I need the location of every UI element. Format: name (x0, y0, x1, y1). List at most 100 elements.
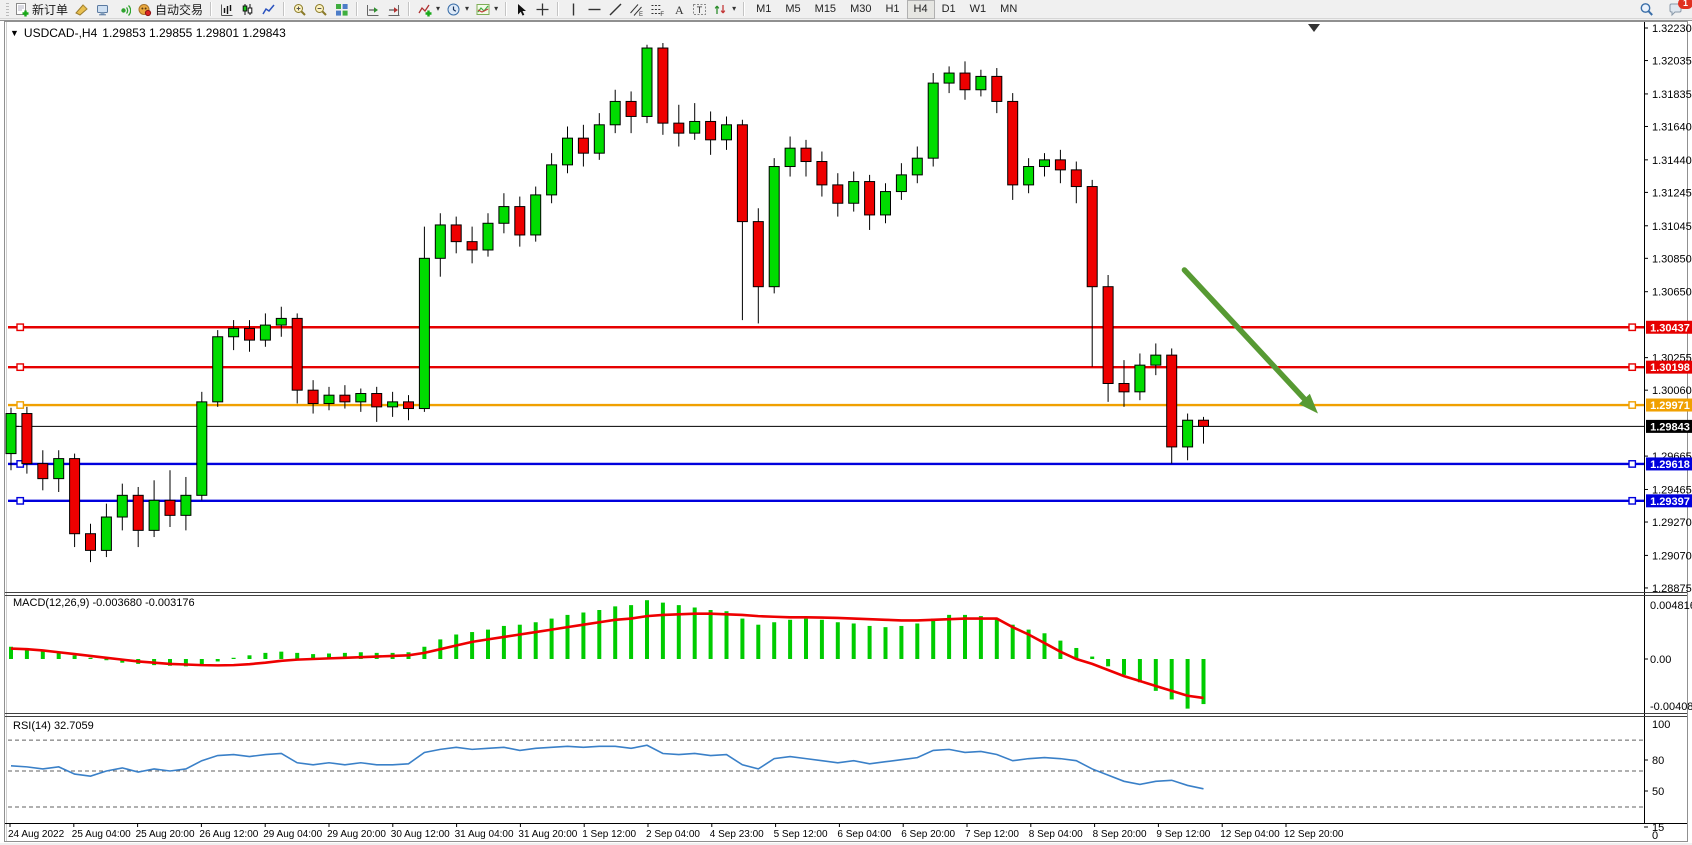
crosshair-icon (535, 2, 550, 17)
chevron-down-icon[interactable]: ▾ (494, 4, 499, 13)
horizontal-line-1.30437[interactable] (8, 323, 1644, 332)
timeframe-button-d1[interactable]: D1 (941, 2, 956, 15)
trendline-button[interactable] (605, 1, 626, 18)
text-label-button[interactable]: T (689, 1, 710, 18)
price-badge: 1.30437 (1646, 320, 1692, 334)
line-handle[interactable] (16, 363, 25, 372)
autotrade-button[interactable]: 自动交易 (134, 1, 206, 18)
auto-scroll-button[interactable] (362, 1, 383, 18)
candle-body (339, 394, 351, 403)
chevron-down-icon[interactable]: ▾ (732, 4, 737, 13)
chart-shift-marker-icon[interactable] (1308, 24, 1320, 32)
candle-body (959, 72, 971, 91)
time-tick-label: 24 Aug 2022 (8, 829, 65, 840)
candle-body (546, 164, 558, 196)
horizontal-line-1.29971[interactable] (8, 401, 1644, 409)
price-tick-label: 1.29270 (1652, 517, 1692, 529)
zoom-in-button[interactable] (289, 1, 310, 18)
chevron-down-icon[interactable]: ▾ (436, 4, 441, 13)
chart-shift-button[interactable] (383, 1, 404, 18)
time-tick-label: 8 Sep 20:00 (1093, 829, 1147, 840)
time-tick-label: 6 Sep 20:00 (901, 829, 955, 840)
line-handle[interactable] (1628, 460, 1637, 468)
chart-menu-triangle-icon[interactable]: ▼ (10, 28, 19, 38)
candle-body (641, 47, 653, 117)
templates-button[interactable]: ▾ (472, 1, 501, 18)
candle-body (450, 224, 462, 243)
time-tick-label: 8 Sep 04:00 (1029, 829, 1083, 840)
equidistant-channel-button[interactable]: E (626, 1, 647, 18)
candle-body (784, 147, 796, 168)
chart-symbol-period: USDCAD-,H4 (23, 26, 98, 40)
trend-arrow-annotation[interactable] (1181, 267, 1318, 414)
new-order-button[interactable]: 新订单 (11, 1, 71, 18)
candle-body (275, 317, 287, 326)
timeframe-button-w1[interactable]: W1 (969, 2, 987, 15)
bar-chart-button[interactable] (216, 1, 237, 18)
toolbar-separator (408, 2, 411, 16)
time-axis[interactable]: 24 Aug 2022 25 Aug 04:00 25 Aug 20:00 26 Au… (8, 823, 1344, 840)
line-handle[interactable] (1628, 363, 1637, 372)
chart-ohlc-quote: 1.29853 1.29855 1.29801 1.29843 (102, 26, 286, 40)
svg-text:E: E (639, 12, 643, 17)
chat-button[interactable]: 1 (1665, 0, 1692, 18)
line-chart-button[interactable] (258, 1, 279, 18)
signal-button[interactable] (113, 1, 134, 18)
periods-button[interactable]: ▾ (443, 1, 472, 18)
labelT-icon: T (692, 2, 707, 17)
template-icon (475, 2, 490, 17)
zoom-out-icon (313, 2, 328, 17)
indicators-button[interactable]: ▾ (414, 1, 443, 18)
timeframe-button-m30[interactable]: M30 (850, 2, 872, 15)
toolbar: 新订单 自动交易 ▾ ▾ ▾ E F A T ▾ M1 M5 M15 M30 H1 H4 D1 W1 MN 1 (0, 0, 1692, 19)
chart-canvas[interactable]: 1.32230 1.32035 1.31835 1.31640 1.31440 1.312… (0, 21, 1692, 843)
line-handle[interactable] (16, 401, 25, 409)
macd-axis: 0.004816 0.00 -0.004084 (1644, 600, 1692, 713)
candlestick-chart-button[interactable] (237, 1, 258, 18)
horizontal-line-1.29618[interactable] (8, 460, 1644, 468)
line-handle[interactable] (1628, 496, 1637, 505)
crosshair-button[interactable] (532, 1, 553, 18)
price-tick-label: 1.32230 (1652, 23, 1692, 35)
clear-button[interactable] (71, 1, 92, 18)
timeframe-button-m1[interactable]: M1 (756, 2, 772, 15)
zoom-out-button[interactable] (310, 1, 331, 18)
candle-body (291, 317, 303, 391)
timeframe-button-mn[interactable]: MN (1000, 2, 1018, 15)
candle-body (418, 257, 430, 410)
price-tick-label: 1.30850 (1652, 253, 1692, 265)
vertical-line-button[interactable] (563, 1, 584, 18)
chevron-down-icon[interactable]: ▾ (465, 4, 470, 13)
horizontal-line-button[interactable] (584, 1, 605, 18)
terminal-button[interactable] (92, 1, 113, 18)
timeframe-button-h1[interactable]: H1 (885, 2, 900, 15)
cursor-button[interactable] (511, 1, 532, 18)
horizontal-line-1.29397[interactable] (8, 496, 1644, 505)
horizontal-line-1.30198[interactable] (8, 363, 1644, 372)
line-handle[interactable] (16, 496, 25, 505)
candle-body (752, 221, 764, 288)
search-button[interactable] (1636, 1, 1657, 18)
line-handle[interactable] (1628, 323, 1637, 332)
line-handle[interactable] (16, 323, 25, 332)
robot-icon (137, 2, 152, 17)
tile-icon (334, 2, 349, 17)
svg-text:1.29843: 1.29843 (1650, 421, 1690, 433)
candle-body (911, 157, 923, 176)
tile-windows-button[interactable] (331, 1, 352, 18)
fibonacci-button[interactable]: F (647, 1, 668, 18)
toolbar-separator (743, 2, 746, 16)
line-handle[interactable] (1628, 401, 1637, 409)
candle-body (53, 458, 65, 480)
svg-text:0.00: 0.00 (1650, 654, 1671, 666)
text-button[interactable]: A (668, 1, 689, 18)
timeframe-button-m15[interactable]: M15 (814, 2, 837, 15)
price-axis[interactable]: 1.32230 1.32035 1.31835 1.31640 1.31440 1.312… (1644, 23, 1692, 595)
svg-text:1.29397: 1.29397 (1650, 496, 1690, 508)
candle-body (1150, 354, 1162, 366)
timeframe-button-m5[interactable]: M5 (785, 2, 801, 15)
candle-body (1023, 166, 1035, 186)
timeframe-button-h4[interactable]: H4 (906, 0, 935, 19)
candle-body (21, 413, 33, 465)
arrows-button[interactable]: ▾ (710, 1, 739, 18)
